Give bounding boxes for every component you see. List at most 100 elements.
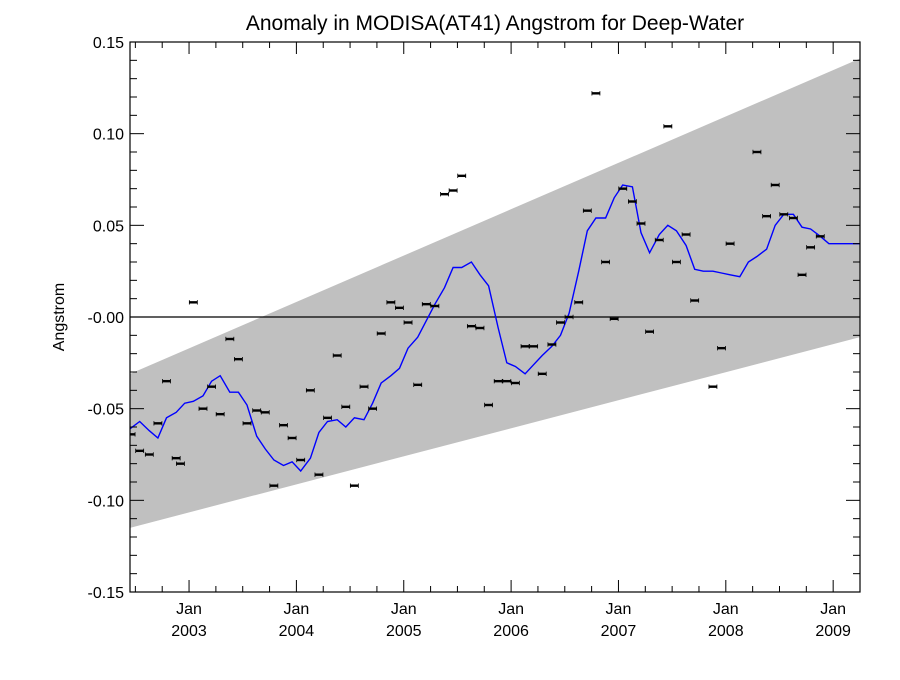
- data-point: [207, 384, 216, 389]
- data-point-bar: [591, 92, 600, 95]
- data-point: [305, 388, 315, 393]
- data-point-bar: [430, 304, 439, 308]
- data-point: [359, 384, 369, 389]
- data-point-bar: [395, 306, 404, 310]
- data-point: [806, 245, 816, 250]
- data-point: [582, 208, 592, 213]
- data-point: [752, 149, 762, 155]
- data-point: [430, 303, 440, 309]
- data-point: [440, 191, 449, 197]
- data-point-bar: [243, 422, 252, 425]
- data-point-bar: [601, 260, 610, 264]
- data-point-bar: [475, 326, 484, 330]
- data-point: [234, 356, 243, 362]
- data-point-bar: [350, 484, 359, 487]
- data-point-bar: [296, 458, 305, 462]
- data-point: [779, 212, 789, 217]
- data-point: [609, 316, 619, 322]
- data-point: [368, 406, 378, 411]
- data-point-bar: [816, 235, 825, 238]
- data-point-bar: [288, 436, 297, 440]
- data-point-bar: [153, 422, 162, 425]
- y-tick-label: -0.15: [88, 585, 125, 602]
- data-point-bar: [368, 407, 377, 410]
- data-point-bar: [341, 405, 350, 409]
- data-point: [198, 406, 208, 411]
- data-point: [564, 314, 574, 320]
- y-tick-label: -0.00: [88, 310, 125, 327]
- x-tick-year-label: 2008: [708, 623, 744, 640]
- confidence-band: [130, 58, 860, 528]
- data-point-bar: [189, 301, 198, 304]
- x-tick-year-label: 2007: [601, 623, 637, 640]
- trend-line: [130, 184, 860, 473]
- data-point: [386, 300, 396, 305]
- data-point-bar: [690, 299, 699, 302]
- data-point-bar: [162, 379, 171, 383]
- data-point-bar: [413, 383, 422, 387]
- data-point: [654, 237, 664, 243]
- data-point: [681, 232, 691, 237]
- data-point: [135, 448, 145, 454]
- data-point: [628, 199, 637, 204]
- data-point-bar: [663, 125, 672, 128]
- y-tick-label: 0.15: [93, 35, 124, 52]
- y-tick-label: 0.05: [93, 218, 124, 235]
- data-point-bar: [717, 346, 726, 350]
- confidence-band-layer: [130, 58, 860, 528]
- data-point-bar: [314, 473, 323, 476]
- x-tick-year-label: 2006: [493, 623, 529, 640]
- data-point: [448, 188, 458, 193]
- data-point: [176, 461, 185, 466]
- x-tick-year-label: 2004: [279, 623, 315, 640]
- data-point-bar: [130, 433, 136, 436]
- data-point-bar: [135, 449, 144, 453]
- x-tick-month-label: Jan: [713, 601, 739, 618]
- data-point-bar: [556, 321, 565, 324]
- data-point-bar: [306, 389, 315, 392]
- y-tick-label: -0.10: [88, 493, 125, 510]
- data-point: [130, 432, 136, 437]
- data-point-bar: [610, 317, 619, 321]
- data-point: [762, 213, 772, 219]
- data-point-bar: [225, 337, 234, 341]
- data-point: [457, 173, 467, 179]
- data-point-bar: [798, 273, 807, 277]
- data-point: [556, 320, 565, 325]
- data-point-bar: [672, 260, 681, 264]
- data-point: [260, 410, 270, 415]
- data-point: [601, 259, 610, 265]
- data-point-bar: [172, 456, 181, 460]
- data-point: [663, 124, 673, 129]
- data-point-bar: [176, 462, 185, 465]
- trend-line-layer: [130, 184, 860, 473]
- data-point-bar: [234, 357, 243, 361]
- data-point: [770, 182, 780, 188]
- data-point-bar: [752, 150, 761, 154]
- x-tick-year-label: 2005: [386, 623, 422, 640]
- data-point: [520, 344, 530, 349]
- y-tick-label: 0.10: [93, 127, 124, 144]
- data-point-bar: [779, 213, 788, 216]
- data-point: [252, 408, 262, 413]
- chart-title: Anomaly in MODISA(AT41) Angstrom for Dee…: [246, 12, 744, 35]
- data-point: [636, 221, 646, 226]
- data-point-bar: [386, 301, 395, 304]
- x-tick-month-label: Jan: [820, 601, 846, 618]
- data-point-bar: [538, 372, 547, 376]
- data-point: [815, 234, 825, 239]
- x-tick-month-label: Jan: [283, 601, 309, 618]
- data-point: [502, 378, 512, 384]
- data-point-bar: [574, 301, 583, 304]
- data-point-bar: [360, 385, 369, 388]
- data-point: [672, 259, 681, 265]
- data-point-bar: [771, 183, 780, 187]
- data-point: [403, 320, 413, 325]
- x-tick-month-label: Jan: [606, 601, 632, 618]
- data-point: [484, 402, 493, 408]
- data-point-bar: [529, 345, 538, 348]
- data-point: [188, 300, 198, 305]
- data-point-bar: [269, 484, 278, 487]
- data-point-bar: [628, 200, 637, 203]
- data-points-layer: [130, 91, 825, 488]
